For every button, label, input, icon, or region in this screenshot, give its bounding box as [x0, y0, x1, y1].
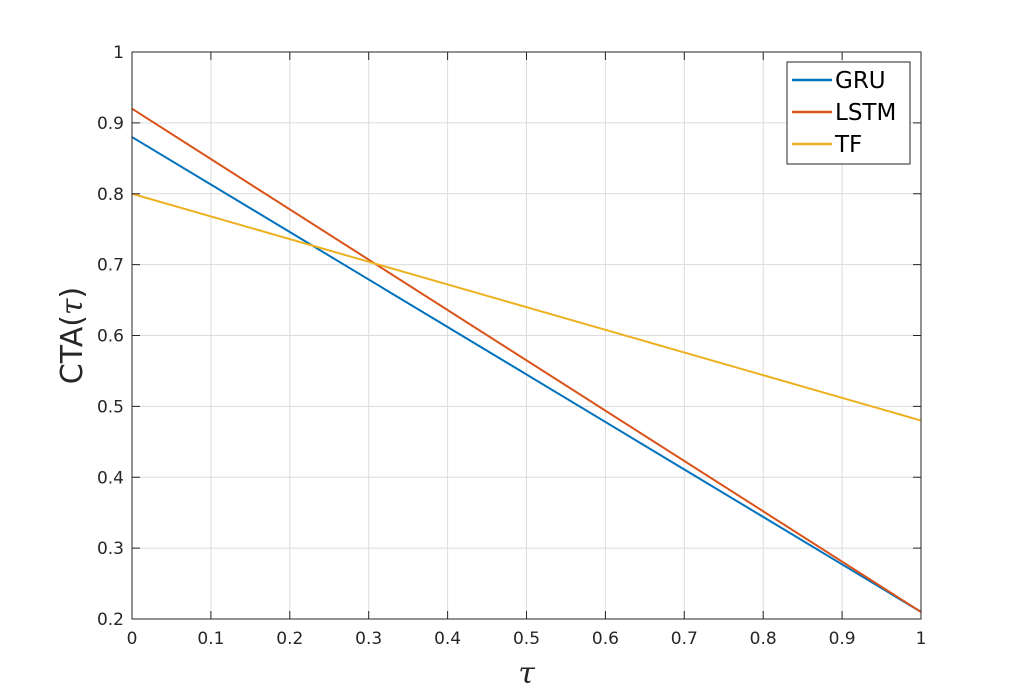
legend-label-lstm: LSTM [835, 100, 896, 126]
y-axis-label-suffix: ) [55, 287, 90, 299]
y-axis-label: CTA(τ) [55, 287, 90, 385]
x-tick-label: 0.3 [355, 629, 382, 649]
y-tick-label: 0.2 [97, 610, 124, 630]
x-tick-label: 0.4 [434, 629, 461, 649]
legend: GRU LSTM TF [786, 61, 911, 165]
legend-entries: GRU LSTM TF [792, 68, 896, 158]
y-tick-label: 0.9 [97, 114, 124, 134]
y-tick-label: 0.5 [97, 397, 124, 417]
x-tick-label: 0.1 [197, 629, 224, 649]
x-tick-label: 1 [916, 629, 927, 649]
series-lines [131, 107, 922, 613]
x-axis-label: τ [518, 656, 535, 691]
y-tick-label: 0.6 [97, 327, 124, 347]
axis-ticks [131, 51, 922, 620]
y-tick-label: 0.3 [97, 539, 124, 559]
series-line-lstm [131, 107, 922, 613]
y-tick-label: 0.7 [97, 256, 124, 276]
x-tick-label: 0.2 [276, 629, 303, 649]
legend-label-tf: TF [834, 132, 862, 158]
x-tick-labels: 0 0.1 0.2 0.3 0.4 0.5 0.6 0.7 0.8 0.9 1 [127, 629, 927, 649]
x-tick-label: 0.9 [829, 629, 856, 649]
x-tick-label: 0.5 [513, 629, 540, 649]
x-tick-label: 0.8 [750, 629, 777, 649]
y-tick-label: 1 [113, 43, 124, 63]
x-tick-label: 0 [127, 629, 138, 649]
x-tick-label: 0.6 [592, 629, 619, 649]
y-tick-labels: 0.2 0.3 0.4 0.5 0.6 0.7 0.8 0.9 1 [97, 43, 124, 630]
x-tick-label: 0.7 [671, 629, 698, 649]
y-tick-label: 0.8 [97, 185, 124, 205]
legend-label-gru: GRU [835, 68, 886, 94]
y-axis-label-var: τ [55, 298, 90, 315]
y-axis-label-prefix: CTA( [55, 315, 90, 384]
y-tick-label: 0.4 [97, 468, 124, 488]
series-line-tf [131, 192, 922, 422]
series-line-gru [131, 136, 922, 613]
